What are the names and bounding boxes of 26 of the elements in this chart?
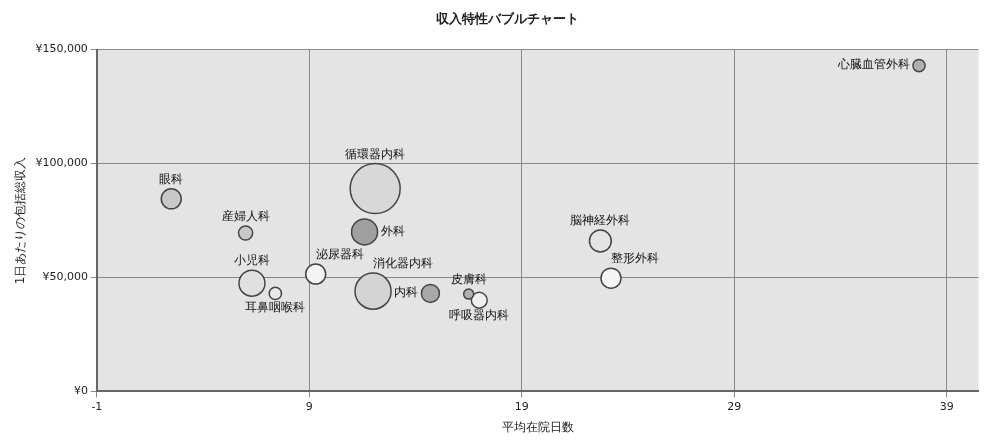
y-tick-label: ¥100,000 (35, 156, 88, 170)
x-tick-label: 19 (514, 399, 529, 413)
series-label: 呼吸器内科 (449, 308, 510, 323)
y-tick-label: ¥0 (73, 384, 88, 398)
series-label: 消化器内科 (373, 256, 434, 271)
y-tick-label: ¥50,000 (42, 270, 88, 284)
series-label: 産婦人科 (221, 209, 270, 224)
series-label: 整形外科 (610, 251, 659, 266)
series-label: 外科 (380, 223, 405, 238)
series-label: 小児科 (233, 253, 270, 268)
series-label: 泌尿器科 (315, 247, 364, 262)
x-axis-title: 平均在院日数 (501, 419, 574, 434)
series-label: 循環器内科 (345, 146, 406, 161)
chart-title: 収入特性バブルチャート (436, 11, 579, 27)
x-tick-label: 9 (305, 399, 313, 413)
series-label: 脳神経外科 (570, 213, 631, 228)
y-axis-title: 1日あたりの包括総収入 (13, 156, 28, 285)
x-tick-label: 29 (727, 399, 742, 413)
series-label: 内科 (394, 285, 419, 300)
series-label: 眼科 (159, 171, 184, 186)
series-label: 皮膚科 (450, 272, 487, 287)
y-tick-label: ¥150,000 (35, 42, 88, 56)
series-label: 心臓血管外科 (836, 57, 910, 72)
series-label: 耳鼻咽喉科 (245, 299, 306, 314)
x-tick-label: -1 (91, 399, 103, 413)
x-tick-label: 39 (939, 399, 954, 413)
